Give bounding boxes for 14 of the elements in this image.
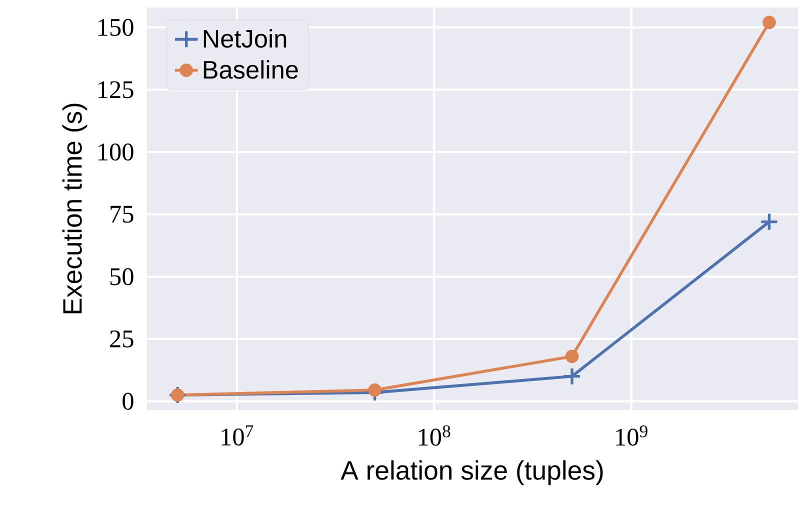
- x-tick-label: 10$^{9}$: [616, 425, 648, 446]
- x-axis-title: A relation size (tuples): [340, 460, 603, 486]
- y-axis-title: Execution time (s): [62, 104, 88, 314]
- y-tick-label: 125: [98, 81, 134, 98]
- y-tick-label: 50: [110, 268, 134, 286]
- y-tick-label: 75: [110, 206, 134, 223]
- x-tick-label: 10$^{8}$: [418, 425, 450, 446]
- legend-label: Baseline: [204, 60, 298, 79]
- y-tick-label: 100: [98, 143, 134, 161]
- legend-label: NetJoin: [204, 29, 286, 48]
- y-tick-label: 0: [122, 392, 134, 410]
- y-tick-label: 150: [98, 18, 134, 36]
- x-tick-label: 10$^{7}$: [222, 425, 254, 446]
- y-tick-label: 25: [110, 330, 134, 348]
